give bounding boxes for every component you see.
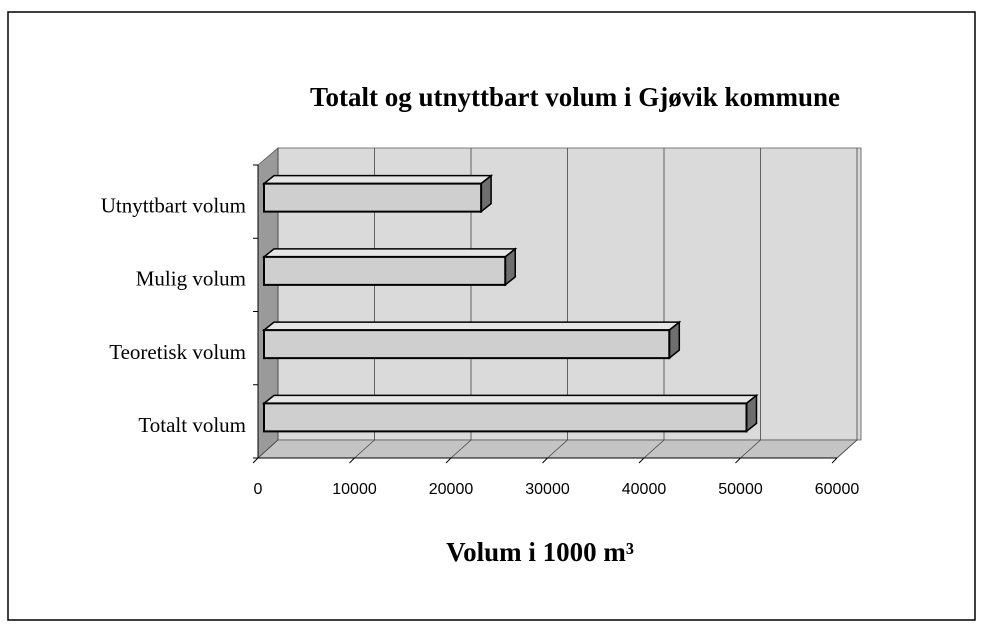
- floor-grid-line: [450, 439, 472, 459]
- x-tick-label: 50000: [718, 481, 763, 498]
- x-tick-label: 10000: [332, 481, 377, 498]
- x-tick-label: 30000: [525, 481, 570, 498]
- floor-grid-line: [836, 439, 858, 459]
- floor-grid-line: [740, 439, 761, 459]
- x-tick: [542, 457, 548, 464]
- bar: [263, 402, 748, 433]
- x-tick-label: 40000: [622, 481, 667, 498]
- bar: [263, 255, 507, 286]
- bar-top: [261, 394, 759, 405]
- floor-grid-line: [257, 439, 279, 459]
- y-tick-label: Totalt volum: [138, 413, 246, 437]
- y-tick-label: Mulig volum: [136, 267, 246, 291]
- bar-top: [261, 321, 682, 331]
- x-tick: [349, 457, 355, 464]
- chart-title: Totalt og utnyttbart volum i Gjøvik komm…: [310, 82, 840, 112]
- bar: [263, 182, 483, 213]
- floor-grid-line: [643, 439, 665, 459]
- y-tick-label: Teoretisk volum: [109, 340, 246, 364]
- floor-grid-line: [547, 439, 568, 459]
- x-tick: [445, 457, 452, 464]
- x-tick: [638, 457, 645, 464]
- x-tick: [252, 457, 259, 464]
- bar: [263, 329, 671, 360]
- x-tick: [831, 457, 838, 464]
- x-tick: [735, 457, 741, 464]
- x-axis-title: Volum i 1000 m³: [446, 537, 634, 567]
- x-tick-label: 0: [254, 481, 263, 498]
- x-tick-label: 60000: [815, 481, 860, 498]
- floor-grid-line: [354, 439, 375, 459]
- y-tick-label: Utnyttbart volum: [101, 193, 246, 217]
- bar-top: [261, 248, 518, 258]
- x-tick-label: 20000: [429, 481, 474, 498]
- bar-top: [261, 174, 494, 185]
